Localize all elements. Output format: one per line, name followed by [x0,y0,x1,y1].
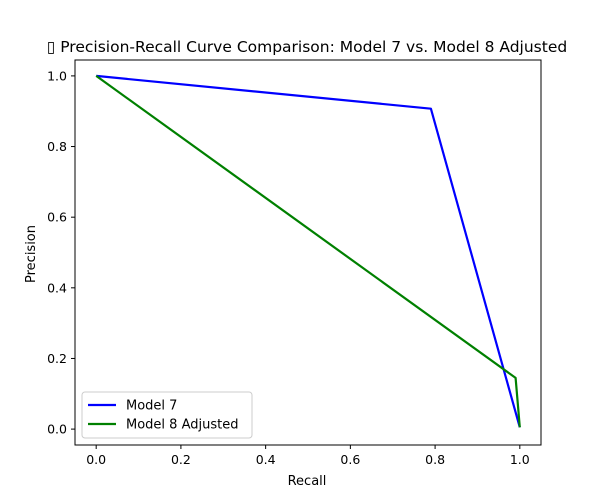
legend-label-model-8-adjusted: Model 8 Adjusted [126,418,238,433]
x-tick-label: 0.6 [340,452,360,467]
series-lines [95,74,521,428]
legend: Model 7 Model 8 Adjusted [81,391,253,439]
x-tick-label: 1.0 [510,452,530,467]
x-tick-label: 0.2 [171,452,191,467]
x-axis-label: Recall [288,474,327,489]
chart-title: ▯ Precision-Recall Curve Comparison: Mod… [47,38,567,56]
y-tick-label: 1.0 [47,68,67,83]
y-tick-label: 0.2 [47,351,67,366]
legend-box [81,391,253,439]
y-axis-ticks: 0.0 0.2 0.4 0.6 0.8 1.0 [47,68,75,437]
y-tick-label: 0.4 [47,280,67,295]
x-tick-label: 0.4 [256,452,276,467]
x-tick-label: 0.0 [86,452,106,467]
y-axis-label: Precision [24,225,39,283]
plot-frame [74,59,542,446]
series-line-model-8-adjusted [95,75,521,428]
series-line-model-7 [96,74,521,428]
x-axis-ticks: 0.0 0.2 0.4 0.6 0.8 1.0 [86,445,530,467]
y-tick-label: 0.0 [47,422,67,437]
x-tick-label: 0.8 [425,452,445,467]
legend-label-model-7: Model 7 [126,399,177,414]
y-tick-label: 0.8 [47,139,67,154]
y-tick-label: 0.6 [47,210,67,225]
